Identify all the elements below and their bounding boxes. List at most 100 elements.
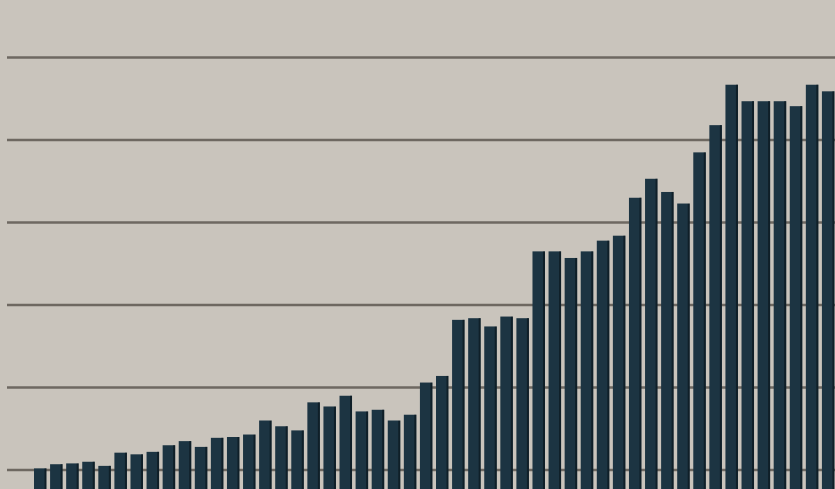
bar-edge	[478, 318, 481, 489]
bar-edge	[333, 406, 336, 489]
bar-edge	[189, 441, 192, 489]
bar-edge	[462, 319, 465, 489]
bar	[436, 375, 449, 489]
bar-edge	[800, 106, 803, 489]
bar	[162, 445, 176, 489]
bar-edge	[173, 445, 176, 489]
bar	[709, 125, 722, 489]
bar-edge	[124, 452, 127, 489]
bar	[178, 441, 192, 489]
bar-edge	[269, 420, 272, 489]
bar	[773, 101, 787, 489]
bar-edge	[60, 464, 63, 489]
bar	[628, 197, 642, 489]
bar-edge	[655, 178, 658, 489]
bar	[548, 251, 562, 489]
bar-edge	[301, 430, 304, 489]
bar-edge	[108, 465, 111, 489]
bar	[114, 452, 127, 489]
bar	[757, 101, 771, 489]
bar-edge	[430, 382, 433, 489]
bar	[725, 84, 738, 489]
bar-edge	[76, 463, 79, 489]
bar-edge	[671, 191, 674, 489]
bar	[677, 203, 690, 489]
bar	[146, 451, 160, 489]
bar-edge	[559, 251, 562, 489]
bar-edge	[237, 437, 240, 489]
bar	[243, 434, 256, 489]
bar-edge	[398, 420, 401, 489]
bar	[693, 152, 706, 489]
bar	[98, 465, 111, 489]
bar	[291, 430, 304, 489]
bar-edge	[494, 326, 497, 489]
bar	[34, 468, 47, 489]
bar-edge	[784, 101, 787, 489]
bar	[387, 420, 401, 489]
bar	[741, 101, 755, 489]
bar	[789, 106, 803, 489]
bar	[645, 178, 658, 489]
bar-edge	[446, 375, 449, 489]
bar	[323, 406, 336, 489]
bar	[355, 411, 369, 489]
bar	[307, 402, 320, 489]
bar-edge	[768, 101, 771, 489]
bar-edge	[623, 235, 626, 489]
bar	[821, 91, 835, 489]
bar	[452, 319, 465, 489]
bar	[484, 326, 497, 489]
bar	[226, 437, 240, 489]
bar-edge	[317, 402, 320, 489]
bar	[66, 463, 79, 489]
bar-edge	[607, 240, 610, 489]
bar	[50, 464, 63, 489]
bar-edge	[140, 454, 143, 489]
bar-edge	[92, 461, 95, 489]
bar-edge	[735, 84, 738, 489]
bar	[339, 395, 353, 489]
bar-edge	[542, 251, 545, 489]
bar-edge	[719, 125, 722, 489]
bar	[210, 437, 224, 489]
bar	[371, 409, 385, 489]
bar	[275, 426, 288, 489]
bar	[403, 414, 417, 489]
bar-edge	[816, 84, 819, 489]
bar	[805, 84, 819, 489]
bar-edge	[575, 257, 578, 489]
bar	[194, 446, 208, 489]
bar-edge	[687, 203, 690, 489]
bar	[130, 454, 143, 489]
bar	[661, 191, 674, 489]
bar-edge	[591, 251, 594, 489]
bar	[468, 318, 481, 489]
bar	[500, 316, 513, 489]
bar-edge	[157, 451, 160, 489]
bar-edge	[382, 409, 385, 489]
bar	[532, 251, 545, 489]
bar-edge	[639, 197, 642, 489]
bar	[596, 240, 610, 489]
bar	[516, 318, 529, 489]
bar-edge	[350, 395, 353, 489]
bar	[580, 251, 594, 489]
bar	[612, 235, 626, 489]
bar-edge	[253, 434, 256, 489]
bar-edge	[366, 411, 369, 489]
bar-edge	[832, 91, 835, 489]
bar	[564, 257, 578, 489]
bar-edge	[285, 426, 288, 489]
bar-edge	[703, 152, 706, 489]
bars	[34, 84, 835, 489]
bar-edge	[526, 318, 529, 489]
bar-edge	[221, 437, 224, 489]
bar	[82, 461, 95, 489]
bar-edge	[510, 316, 513, 489]
bar-edge	[414, 414, 417, 489]
bar-edge	[205, 446, 208, 489]
bar	[259, 420, 272, 489]
